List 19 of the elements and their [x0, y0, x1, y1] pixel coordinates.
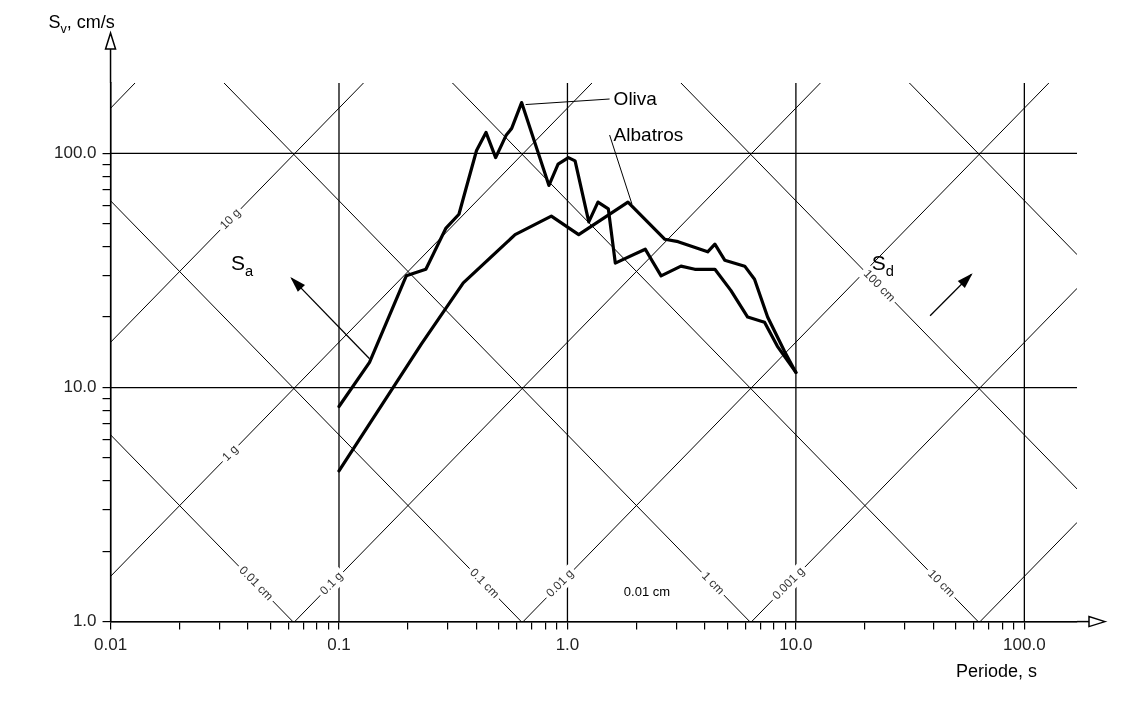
text: 10 g: [216, 205, 244, 233]
y-tick-label: 100.0: [53, 143, 97, 163]
x-tick-label: 100.0: [1003, 635, 1046, 655]
text: 1 cm: [699, 568, 728, 598]
y-tick-label: 10.0: [63, 377, 97, 397]
text: 0.1 cm: [467, 565, 503, 601]
text: 1 g: [219, 442, 241, 464]
text: 0.01 g: [543, 566, 577, 600]
y-tick-label: 1.0: [72, 611, 97, 631]
annotation: 0.01 cm: [623, 584, 671, 600]
legend-label: Oliva: [613, 88, 658, 109]
text: 10 cm: [925, 566, 959, 600]
x-tick-label: 1.0: [555, 635, 580, 655]
x-tick-label: 10.0: [779, 635, 813, 655]
x-axis-title: Periode, s: [955, 660, 1037, 681]
text: 0.1 g: [316, 568, 346, 598]
x-tick-label: 0.01: [93, 635, 128, 655]
x-tick-label: 0.1: [327, 635, 351, 655]
text: Albatros: [613, 124, 684, 145]
